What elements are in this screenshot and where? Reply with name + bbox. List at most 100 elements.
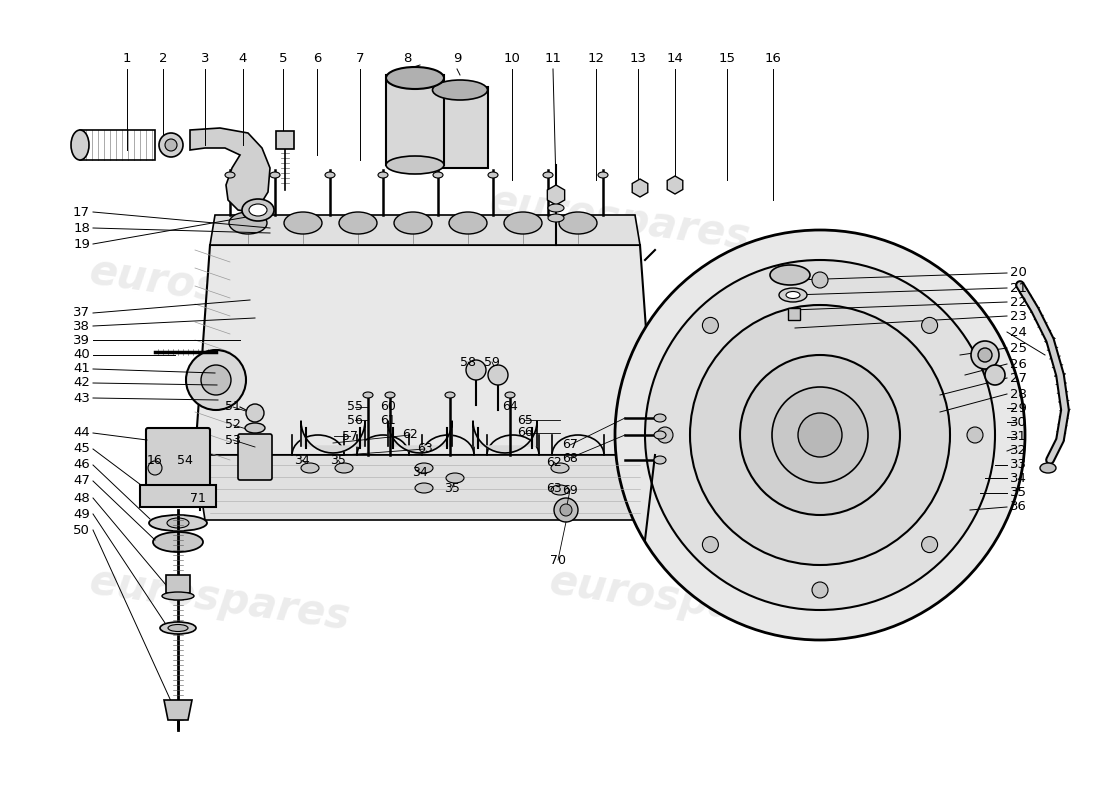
Ellipse shape [378,172,388,178]
Ellipse shape [548,204,564,212]
Ellipse shape [229,212,267,234]
Circle shape [703,537,718,553]
Text: 61: 61 [381,414,396,426]
Circle shape [984,365,1005,385]
Text: 39: 39 [73,334,90,346]
Circle shape [978,348,992,362]
Text: 70: 70 [550,554,566,566]
Text: 48: 48 [74,491,90,505]
Text: 57: 57 [342,430,358,442]
Circle shape [560,504,572,516]
Ellipse shape [226,172,235,178]
Text: 11: 11 [544,52,561,65]
Text: 62: 62 [546,455,562,469]
Polygon shape [195,245,654,455]
Text: 34: 34 [412,466,428,478]
Text: 5: 5 [278,52,287,65]
Text: 44: 44 [74,426,90,439]
Text: 27: 27 [1010,371,1027,385]
Text: 35: 35 [330,454,345,466]
Circle shape [812,272,828,288]
Ellipse shape [160,622,196,634]
Text: 25: 25 [1010,342,1027,354]
Text: 51: 51 [226,401,241,414]
Ellipse shape [167,518,189,528]
Text: 53: 53 [226,434,241,446]
Ellipse shape [386,67,444,89]
Ellipse shape [770,265,810,285]
Text: 46: 46 [74,458,90,471]
Text: eurospares: eurospares [87,251,353,329]
Text: 17: 17 [73,206,90,218]
Ellipse shape [324,172,336,178]
Polygon shape [164,700,192,720]
Text: 20: 20 [1010,266,1027,279]
Ellipse shape [551,463,569,473]
Text: 43: 43 [73,391,90,405]
Ellipse shape [433,172,443,178]
Ellipse shape [385,392,395,398]
FancyBboxPatch shape [166,575,190,593]
FancyBboxPatch shape [386,75,444,165]
Text: 56: 56 [348,414,363,426]
FancyBboxPatch shape [276,131,294,149]
Text: 36: 36 [1010,501,1027,514]
Ellipse shape [336,463,353,473]
Text: 18: 18 [73,222,90,234]
Polygon shape [632,179,648,197]
Circle shape [160,133,183,157]
Text: 19: 19 [73,238,90,250]
Polygon shape [668,176,683,194]
Ellipse shape [779,288,807,302]
Text: 7: 7 [355,52,364,65]
Text: 35: 35 [444,482,460,494]
Text: eurospares: eurospares [547,561,813,639]
Text: 65: 65 [517,414,532,426]
Polygon shape [190,128,270,212]
Text: 29: 29 [1010,402,1027,414]
Text: 66: 66 [517,426,532,439]
Text: 15: 15 [718,52,736,65]
Text: 33: 33 [1010,458,1027,471]
Text: eurospares: eurospares [487,181,754,259]
Text: eurospares: eurospares [87,561,353,639]
Ellipse shape [548,214,564,222]
Circle shape [615,230,1025,640]
Ellipse shape [551,485,569,495]
Text: 9: 9 [453,52,461,65]
Text: 62: 62 [403,429,418,442]
Text: 47: 47 [73,474,90,487]
Text: 24: 24 [1010,326,1027,338]
Circle shape [812,582,828,598]
Text: 55: 55 [346,401,363,414]
Polygon shape [195,455,654,520]
Ellipse shape [415,483,433,493]
Text: 28: 28 [1010,387,1027,401]
Text: 1: 1 [123,52,131,65]
Ellipse shape [270,172,280,178]
Ellipse shape [654,414,666,422]
Text: 52: 52 [226,418,241,431]
Text: 40: 40 [74,349,90,362]
Polygon shape [548,185,564,205]
Circle shape [645,260,996,610]
Text: 4: 4 [239,52,248,65]
Text: 49: 49 [74,507,90,521]
Text: 22: 22 [1010,295,1027,309]
FancyBboxPatch shape [238,434,272,480]
Ellipse shape [386,156,444,174]
Ellipse shape [446,392,455,398]
Polygon shape [301,421,365,453]
Ellipse shape [559,212,597,234]
Ellipse shape [449,212,487,234]
Ellipse shape [446,473,464,483]
Text: 34: 34 [1010,471,1027,485]
Text: 13: 13 [629,52,647,65]
Text: 32: 32 [1010,445,1027,458]
Text: 54: 54 [177,454,192,466]
Text: 42: 42 [73,377,90,390]
Text: 23: 23 [1010,310,1027,322]
Polygon shape [210,215,640,245]
Circle shape [554,498,578,522]
Ellipse shape [162,592,194,600]
